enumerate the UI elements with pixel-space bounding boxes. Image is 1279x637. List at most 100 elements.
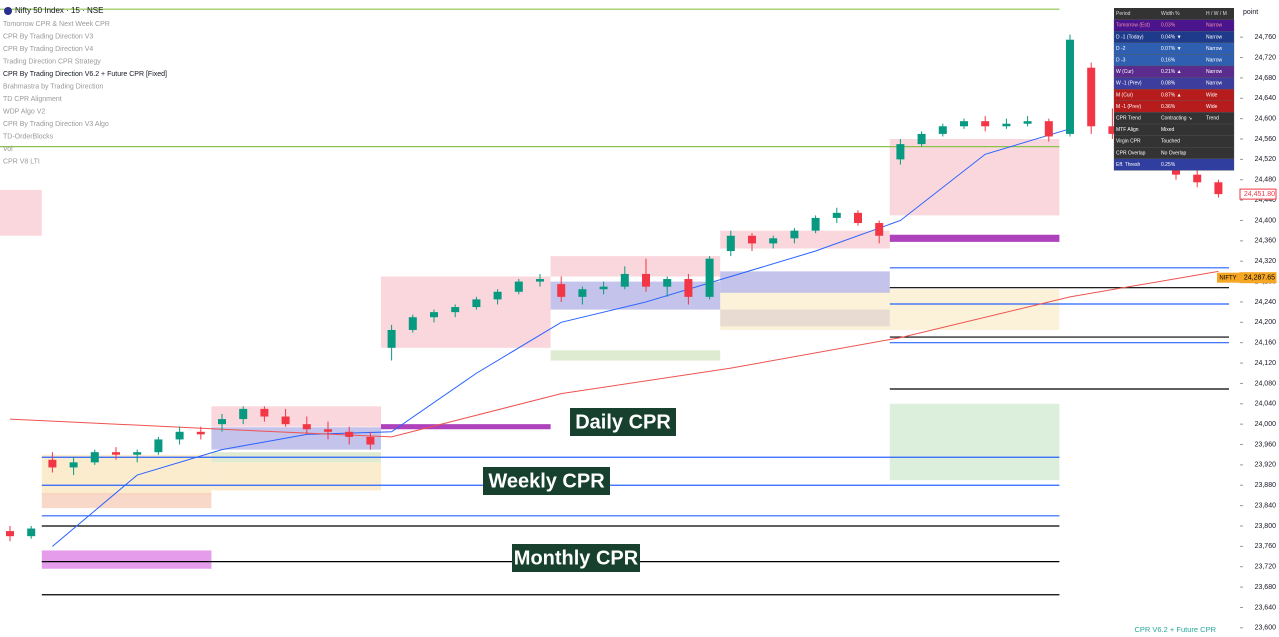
- candle-body: [642, 273, 650, 287]
- footer: CPR V6.2 + Future CPR: [1135, 625, 1217, 634]
- candle-body: [408, 317, 417, 330]
- candle-body: [48, 459, 57, 468]
- table-cell: Contracting ↘: [1161, 116, 1192, 122]
- indicator-name: CPR By Trading Direction V4: [3, 46, 93, 53]
- candle-body: [726, 235, 735, 252]
- y-tick-label: 24,000: [1255, 421, 1277, 428]
- table-cell: Virgin CPR: [1116, 139, 1141, 145]
- y-tick-label: 24,440: [1255, 197, 1277, 204]
- symbol-icon: [4, 7, 12, 15]
- candle-body: [578, 289, 587, 297]
- y-tick-label: 24,080: [1255, 380, 1277, 387]
- table-cell: D -1 (Today): [1116, 34, 1144, 40]
- cpr-zone: [0, 189, 42, 236]
- cpr-zone: [381, 424, 551, 430]
- cpr-zone: [720, 230, 890, 249]
- candle-body: [1066, 39, 1074, 134]
- candle-body: [1108, 126, 1117, 134]
- candle-body: [27, 528, 36, 537]
- table-cell: 0.87% ▲: [1161, 92, 1182, 98]
- table-cell: MTF Align: [1116, 127, 1139, 133]
- table-header-bg: [1114, 8, 1234, 20]
- table-cell: 0.03%: [1161, 23, 1176, 29]
- candle-body: [832, 212, 841, 218]
- chart-title: Nifty 50 Index · 15 · NSE: [15, 6, 103, 15]
- table-cell: 0.07% ▼: [1161, 46, 1182, 52]
- candle-body: [1002, 123, 1011, 127]
- table-cell: Narrow: [1206, 58, 1223, 64]
- table-cell: M (Cur): [1116, 92, 1133, 98]
- y-tick-label: 23,960: [1255, 441, 1277, 448]
- cpr-zone: [41, 492, 212, 509]
- annotation: Daily CPR: [575, 411, 671, 433]
- cpr-zone: [550, 256, 721, 277]
- price-label-bg: [1239, 188, 1277, 200]
- candle-body: [302, 424, 311, 430]
- symbol-tag-bg: [1217, 272, 1240, 283]
- cpr-zone: [211, 462, 381, 491]
- candle-body: [6, 531, 14, 537]
- indicator-name: Tomorrow CPR & Next Week CPR: [3, 21, 110, 28]
- cpr-zone: [211, 406, 381, 427]
- candle-body: [430, 312, 438, 318]
- table-cell: D -3: [1116, 58, 1126, 64]
- y-tick-label: 23,720: [1255, 564, 1277, 571]
- y-tick-label: 23,600: [1255, 625, 1277, 632]
- candle-body: [748, 235, 756, 244]
- cpr-zone: [889, 403, 1060, 481]
- annotation-box: [570, 408, 676, 436]
- table-cell: No Overlap: [1161, 150, 1187, 156]
- candle-body: [599, 286, 608, 290]
- candle-body: [196, 431, 205, 435]
- table-cell: Narrow: [1206, 46, 1223, 52]
- y-tick-label: 24,320: [1255, 258, 1277, 265]
- table-cell: W -1 (Prev): [1116, 81, 1142, 87]
- y-tick-label: 24,560: [1255, 136, 1277, 143]
- candle-body: [514, 281, 523, 292]
- indicator-name: CPR V8 LTI: [3, 158, 40, 165]
- candle-body: [1087, 67, 1096, 127]
- cpr-zone: [889, 139, 1060, 216]
- y-tick-label: 24,480: [1255, 177, 1277, 184]
- candle-body: [875, 223, 884, 236]
- indicator-name: Brahmastra by Trading Direction: [3, 83, 103, 90]
- y-tick-label: 24,360: [1255, 238, 1277, 245]
- candle-body: [960, 121, 968, 127]
- table-header: Width %: [1161, 11, 1180, 17]
- table-header: Period: [1116, 11, 1131, 17]
- table-cell: CPR Overlap: [1116, 150, 1146, 156]
- table-cell: Narrow: [1206, 81, 1223, 87]
- candle-body: [917, 133, 926, 145]
- annotation-box: [512, 544, 640, 572]
- indicator-name: Trading Direction CPR Strategy: [3, 58, 101, 65]
- table-cell: Narrow: [1206, 23, 1223, 29]
- y-tick-label: 24,600: [1255, 115, 1277, 122]
- y-tick-label: 23,760: [1255, 543, 1277, 550]
- candle-body: [981, 121, 990, 127]
- indicator-name: CPR By Trading Direction V3: [3, 33, 93, 40]
- table-cell: Wide: [1206, 92, 1218, 98]
- candle-body: [938, 126, 947, 134]
- cpr-zone: [720, 309, 890, 327]
- table-cell: 0.04% ▼: [1161, 34, 1182, 40]
- candle-body: [1044, 121, 1053, 137]
- indicator-name: CPR By Trading Direction V3 Algo: [3, 121, 109, 128]
- candle-body: [472, 299, 481, 308]
- indicator-name: TD CPR Alignment: [3, 96, 62, 103]
- table-cell: Mixed: [1161, 127, 1175, 133]
- y-tick-label: 24,400: [1255, 217, 1277, 224]
- table-cell: 0.36%: [1161, 104, 1176, 110]
- table-cell: 0.16%: [1161, 58, 1176, 64]
- candle-body: [1023, 121, 1032, 124]
- candle-body: [1214, 182, 1223, 195]
- table-row-bg: [1113, 158, 1235, 171]
- y-tick-label: 24,760: [1255, 34, 1277, 41]
- candle-body: [281, 416, 290, 425]
- candle-body: [684, 279, 693, 297]
- symbol-tag: NIFTY: [1219, 275, 1236, 281]
- candle-body: [663, 279, 672, 287]
- indicator-name: WDP Algo V2: [3, 108, 45, 115]
- table-cell: Tomorrow (Est): [1116, 23, 1150, 29]
